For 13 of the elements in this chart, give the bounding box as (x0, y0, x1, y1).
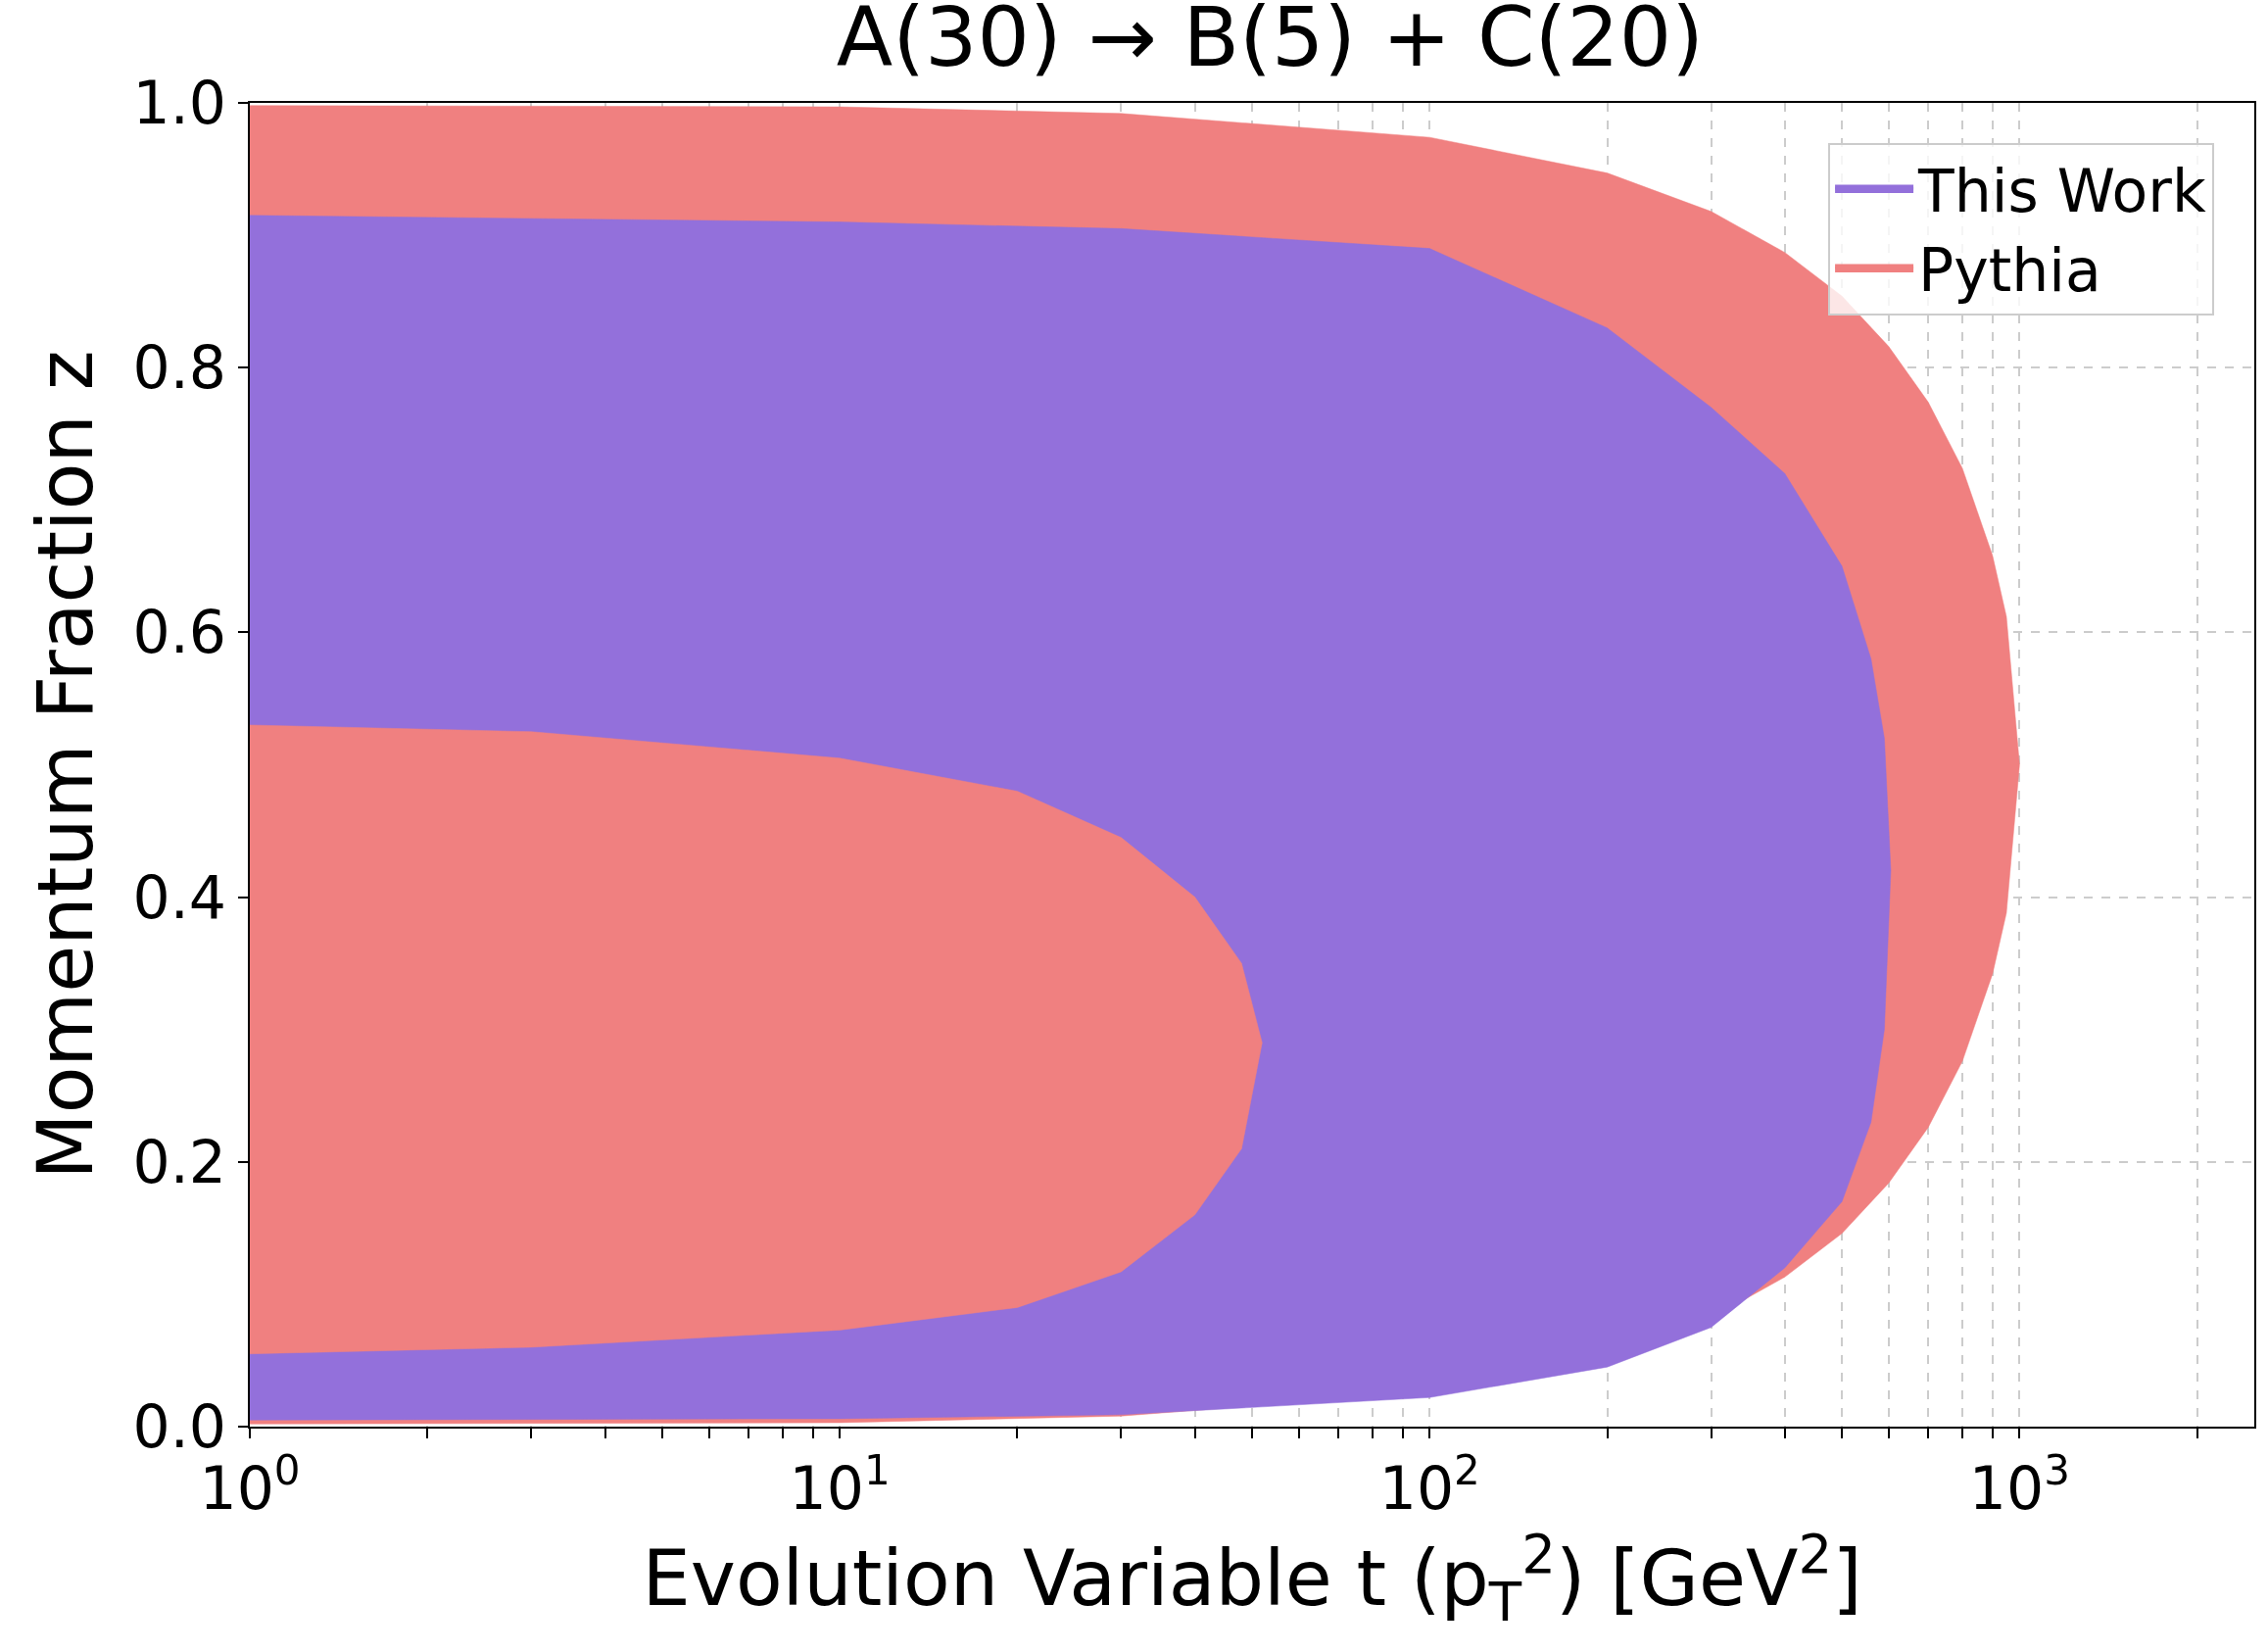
y-tick-label: 0.6 (132, 598, 226, 667)
y-tick-label: 0.4 (132, 862, 226, 932)
x-tick-label: 10$^{2}$ (1378, 1445, 1480, 1523)
x-tick-label: 10$^{1}$ (789, 1445, 891, 1523)
y-tick-label: 1.0 (132, 69, 226, 137)
legend-label: This Work (1917, 157, 2206, 226)
chart-title: A(30) → B(5) + C(20) (836, 0, 1704, 86)
legend-label: Pythia (1918, 236, 2101, 306)
y-tick-label: 0.2 (132, 1127, 226, 1196)
x-axis-title: Evolution Variable t (p$_{T}$$^{2}$) [GeV$^{2}$] (642, 1523, 1862, 1634)
y-axis-title: Momentum Fraction z (22, 350, 111, 1180)
y-tick-label: 0.8 (132, 333, 226, 403)
x-tick-label: 10$^{3}$ (1968, 1445, 2070, 1523)
